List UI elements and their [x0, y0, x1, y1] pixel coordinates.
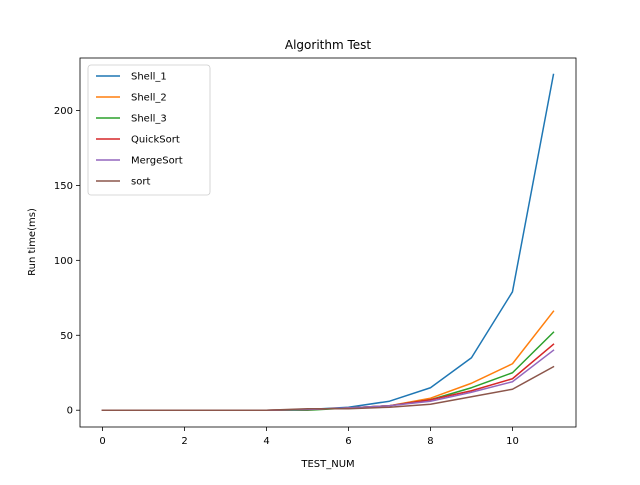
legend-label: sort	[131, 177, 150, 188]
x-axis-label: TEST_NUM	[300, 459, 354, 470]
x-tick-label: 0	[99, 436, 105, 447]
chart-title: Algorithm Test	[285, 38, 372, 52]
series-lines	[101, 73, 555, 411]
x-tick-label: 4	[263, 436, 269, 447]
x-tick-label: 8	[427, 436, 433, 447]
x-tick-label: 10	[506, 436, 519, 447]
y-tick-label: 200	[54, 106, 73, 117]
y-tick-label: 50	[60, 331, 73, 342]
legend-items: Shell_1 Shell_2 Shell_3 QuickSort MergeSort s…	[96, 72, 183, 188]
series-line-sort	[101, 365, 555, 411]
plot-area: 0 2 4 6 8 10 0 50 100 150 200	[54, 57, 577, 447]
legend-label: QuickSort	[131, 135, 180, 146]
legend: Shell_1 Shell_2 Shell_3 QuickSort MergeSort s…	[87, 64, 211, 196]
legend-label: MergeSort	[131, 156, 183, 167]
y-axis-label: Run time(ms)	[27, 208, 38, 276]
x-tick-label: 2	[181, 436, 187, 447]
x-axis-ticks: 0 2 4 6 8 10	[99, 427, 519, 447]
legend-label: Shell_1	[131, 72, 167, 83]
legend-label: Shell_3	[131, 114, 167, 125]
y-tick-label: 0	[67, 406, 73, 417]
x-tick-label: 6	[345, 436, 351, 447]
y-tick-label: 150	[54, 181, 73, 192]
legend-frame	[87, 64, 211, 196]
legend-label: Shell_2	[131, 93, 167, 104]
plot-frame	[79, 57, 577, 428]
y-tick-label: 100	[54, 256, 73, 267]
y-axis-ticks: 0 50 100 150 200	[54, 106, 80, 417]
